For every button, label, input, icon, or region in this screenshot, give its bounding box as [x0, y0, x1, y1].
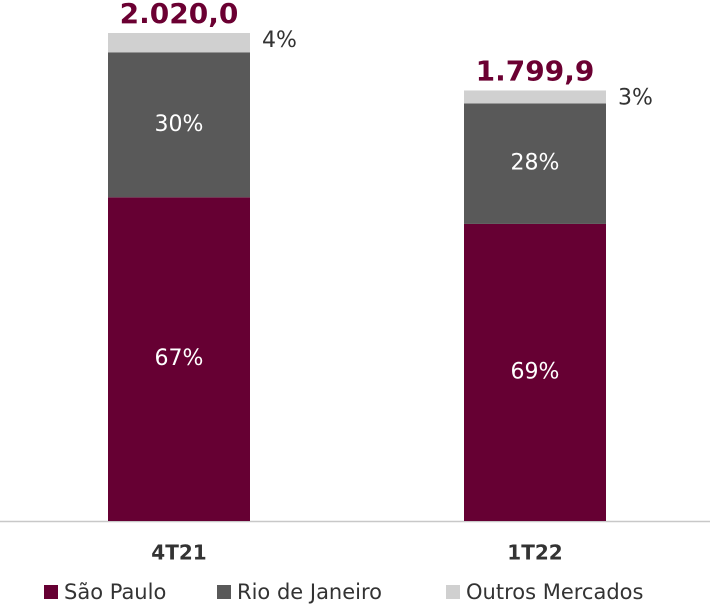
bar-segment [108, 33, 250, 53]
x-tick-label: 4T21 [151, 541, 206, 565]
segment-label: 69% [511, 359, 560, 384]
legend-label: São Paulo [64, 580, 166, 604]
total-label: 1.799,9 [476, 54, 595, 87]
legend-swatch [44, 585, 58, 599]
segment-label: 4% [262, 28, 297, 53]
bar-segment [464, 90, 606, 104]
legend-swatch [446, 585, 460, 599]
bar-segment [464, 223, 606, 521]
bar-segment [108, 52, 250, 198]
segment-label: 30% [155, 112, 204, 137]
legend-label: Outros Mercados [466, 580, 643, 604]
legend-swatch [217, 585, 231, 599]
bar-segment [108, 197, 250, 521]
bar-segment [464, 103, 606, 224]
segment-label: 28% [511, 151, 560, 176]
segment-label: 3% [618, 85, 653, 110]
x-tick-label: 1T22 [507, 541, 562, 565]
total-label: 2.020,0 [120, 0, 239, 30]
legend-label: Rio de Janeiro [237, 580, 382, 604]
segment-label: 67% [155, 346, 204, 371]
